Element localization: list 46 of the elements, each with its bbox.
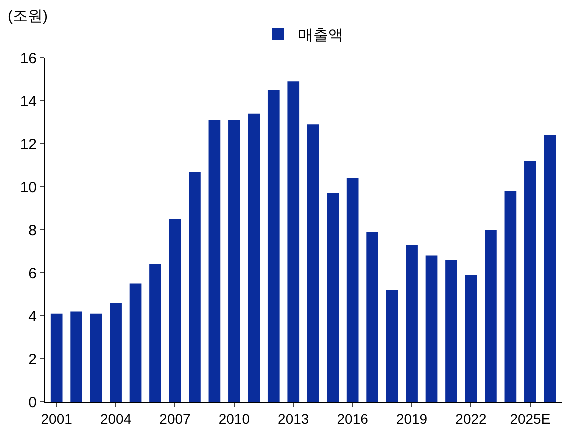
y-tick-label: 16 [20,50,37,68]
x-tick-label: 2013 [278,410,310,427]
bar [366,232,378,402]
y-tick-label: 10 [20,179,37,196]
y-tick-label: 4 [28,308,37,326]
bar [70,312,82,402]
bar [307,124,320,402]
y-tick-label: 14 [20,93,37,110]
y-tick-label: 6 [28,265,37,282]
bar [130,284,142,402]
bar [90,314,102,402]
x-tick-label: 2004 [100,410,132,427]
y-axis-title: (조원) [8,8,48,25]
x-tick-label: 2007 [160,410,192,427]
y-tick-label: 0 [28,394,37,412]
bar [268,90,280,402]
bar [386,290,398,402]
bar [446,260,458,402]
y-tick-label: 8 [28,222,37,240]
bar [346,178,359,402]
y-tick-label: 2 [28,351,37,368]
y-tick-label: 12 [20,136,37,154]
bar [248,114,260,402]
bar [406,245,418,402]
x-tick-label: 2019 [396,410,428,427]
bar [228,120,240,402]
legend-label: 매출액 [298,27,344,44]
bar [504,191,517,402]
bar [189,172,201,402]
bar [208,120,221,402]
x-tick-label: 2022 [456,410,488,427]
x-tick-label: 2016 [337,410,369,427]
bar [150,264,162,402]
x-tick-label: 2025E [510,410,551,427]
bar [288,82,300,402]
bar [50,314,63,402]
bar [524,161,536,402]
bar [426,256,438,402]
bar [544,135,556,402]
x-tick-label: 2001 [41,410,73,427]
x-tick-label: 2010 [218,410,250,427]
bar [485,230,497,402]
bar [327,193,340,402]
bar [110,303,122,402]
bar [169,219,182,402]
bar [465,275,478,402]
